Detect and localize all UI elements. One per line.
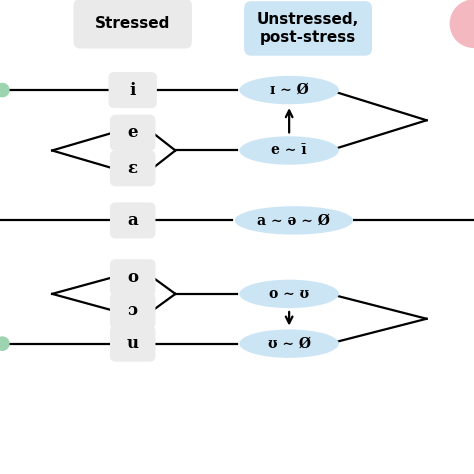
Ellipse shape <box>235 206 353 235</box>
FancyBboxPatch shape <box>244 1 372 56</box>
FancyBboxPatch shape <box>110 292 155 328</box>
Ellipse shape <box>239 136 339 165</box>
FancyBboxPatch shape <box>73 0 192 49</box>
Text: o ∼ ʊ: o ∼ ʊ <box>269 287 309 301</box>
Text: ɪ ∼ Ø: ɪ ∼ Ø <box>270 83 309 97</box>
FancyBboxPatch shape <box>110 150 155 186</box>
Text: e: e <box>128 124 138 141</box>
Ellipse shape <box>239 280 339 308</box>
Ellipse shape <box>239 76 339 104</box>
Text: o: o <box>127 269 138 286</box>
FancyBboxPatch shape <box>110 326 155 362</box>
Text: a: a <box>128 212 138 229</box>
Circle shape <box>0 83 9 97</box>
Text: i: i <box>129 82 136 99</box>
Text: e ∼ ī: e ∼ ī <box>271 144 307 157</box>
Text: ʊ ∼ Ø: ʊ ∼ Ø <box>268 337 310 351</box>
FancyBboxPatch shape <box>109 72 157 108</box>
Text: Stressed: Stressed <box>95 16 171 31</box>
FancyBboxPatch shape <box>110 115 155 151</box>
Circle shape <box>0 337 9 350</box>
FancyBboxPatch shape <box>110 202 155 238</box>
Text: Unstressed,
post-stress: Unstressed, post-stress <box>257 12 359 45</box>
Text: u: u <box>127 335 139 352</box>
Ellipse shape <box>239 329 339 358</box>
Circle shape <box>450 0 474 47</box>
FancyBboxPatch shape <box>110 259 155 295</box>
Text: a ∼ ə ∼ Ø: a ∼ ə ∼ Ø <box>257 213 330 228</box>
Text: ɔ: ɔ <box>128 302 138 319</box>
Text: ε: ε <box>128 160 138 177</box>
